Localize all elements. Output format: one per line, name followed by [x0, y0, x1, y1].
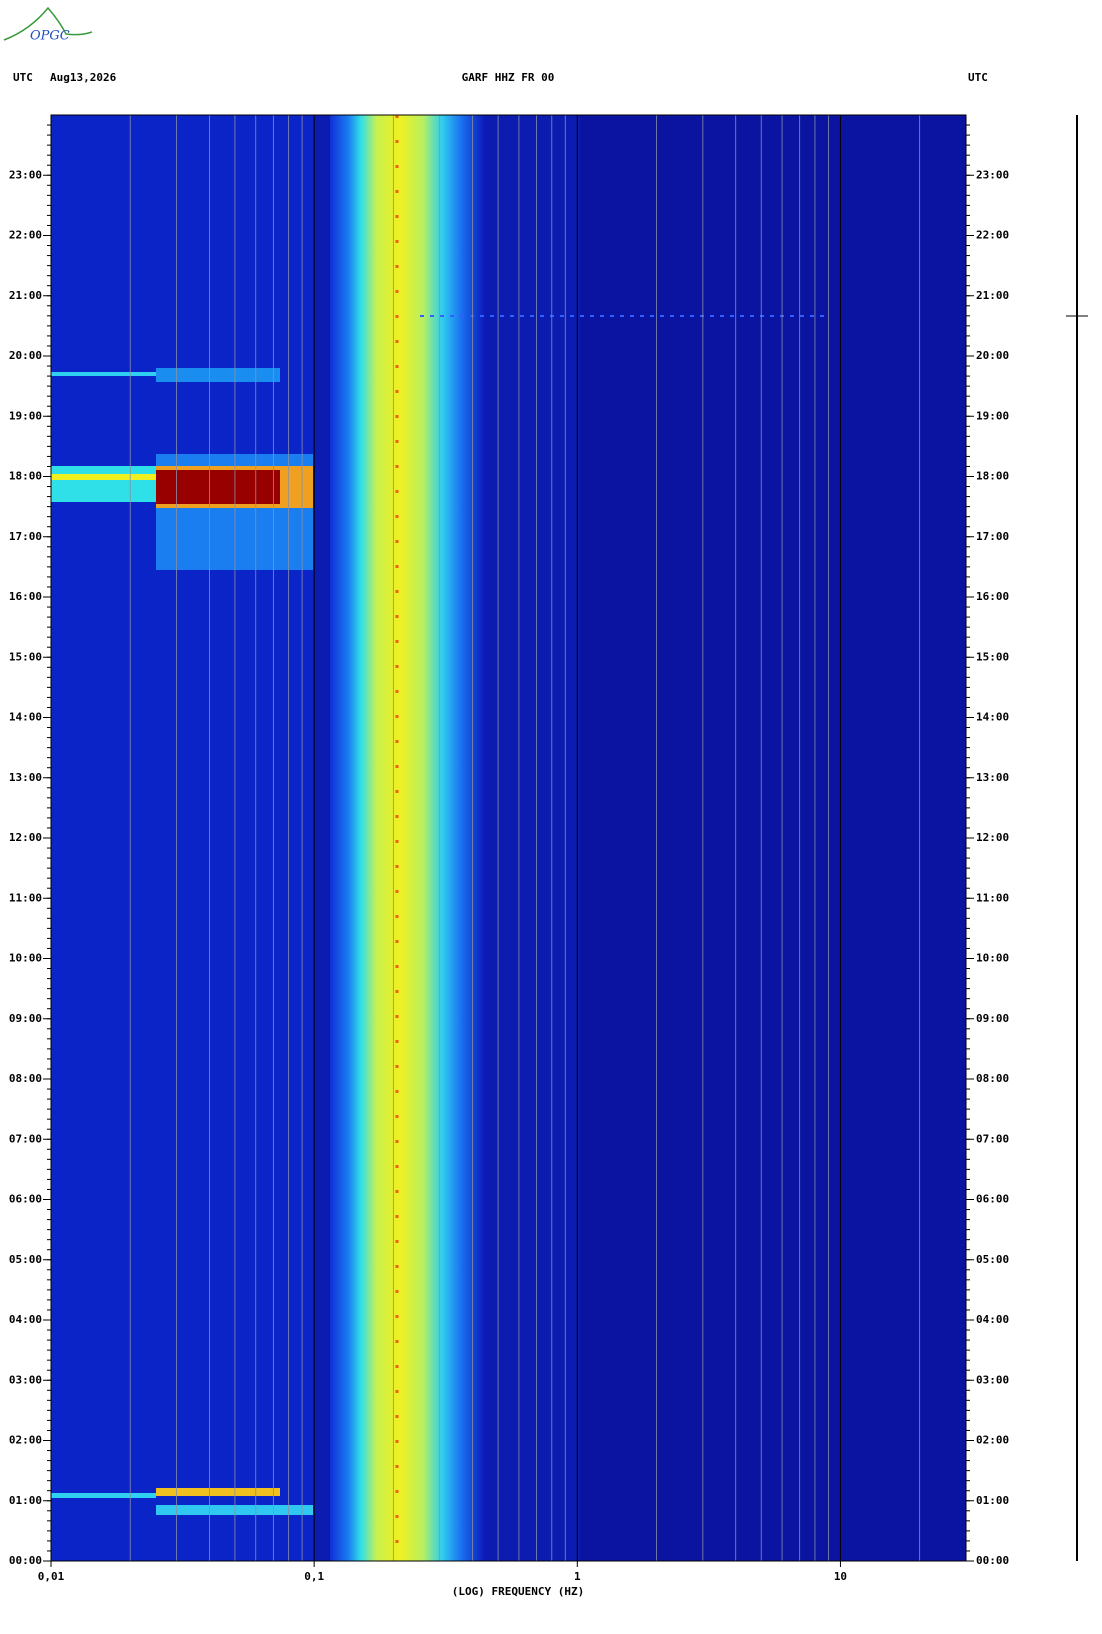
y-tick-label: 15:00 [976, 650, 1009, 663]
y-tick-label: 10:00 [9, 952, 42, 965]
y-tick-label: 07:00 [9, 1132, 42, 1145]
x-axis-label: (LOG) FREQUENCY (HZ) [452, 1585, 584, 1598]
x-tick-label: 1 [574, 1570, 581, 1583]
header-station: GARF HHZ FR 00 [462, 71, 555, 84]
y-tick-label: 12:00 [9, 831, 42, 844]
y-tick-label: 12:00 [976, 831, 1009, 844]
y-tick-label: 11:00 [976, 891, 1009, 904]
y-tick-label: 07:00 [976, 1132, 1009, 1145]
y-tick-label: 18:00 [9, 470, 42, 483]
y-tick-label: 09:00 [976, 1012, 1009, 1025]
y-tick-label: 17:00 [9, 530, 42, 543]
y-tick-label: 20:00 [9, 349, 42, 362]
logo: OPGC [3, 6, 93, 44]
y-tick-label: 19:00 [976, 409, 1009, 422]
y-tick-label: 00:00 [9, 1554, 42, 1567]
header-zone: UTC [13, 71, 33, 84]
y-tick-label: 00:00 [976, 1554, 1009, 1567]
y-tick-label: 14:00 [976, 711, 1009, 724]
y-tick-label: 04:00 [9, 1313, 42, 1326]
y-tick-label: 15:00 [9, 650, 42, 663]
y-tick-label: 02:00 [976, 1434, 1009, 1447]
x-tick-label: 0,01 [38, 1570, 65, 1583]
y-tick-label: 22:00 [9, 229, 42, 242]
y-tick-label: 16:00 [976, 590, 1009, 603]
y-tick-label: 17:00 [976, 530, 1009, 543]
y-tick-label: 09:00 [9, 1012, 42, 1025]
y-tick-label: 08:00 [9, 1072, 42, 1085]
y-tick-label: 05:00 [976, 1253, 1009, 1266]
y-tick-label: 21:00 [9, 289, 42, 302]
y-tick-label: 05:00 [9, 1253, 42, 1266]
seismic-trace [1066, 115, 1088, 1561]
y-tick-label: 13:00 [9, 771, 42, 784]
y-tick-label: 10:00 [976, 952, 1009, 965]
y-tick-label: 14:00 [9, 711, 42, 724]
y-tick-label: 06:00 [9, 1193, 42, 1206]
axes: 0,01 0,1 1 10 00:00 00:00 01:00 01:00 02:00 02:00… [9, 115, 1009, 1583]
y-tick-label: 23:00 [976, 168, 1009, 181]
plot-frame [50, 114, 967, 1562]
y-tick-label: 04:00 [976, 1313, 1009, 1326]
y-tick-label: 02:00 [9, 1434, 42, 1447]
y-tick-label: 01:00 [976, 1494, 1009, 1507]
y-tick-label: 03:00 [976, 1373, 1009, 1386]
y-tick-label: 18:00 [976, 470, 1009, 483]
y-tick-label: 11:00 [9, 891, 42, 904]
y-tick-label: 22:00 [976, 229, 1009, 242]
header-zone: UTC [968, 71, 988, 84]
y-tick-label: 20:00 [976, 349, 1009, 362]
y-tick-label: 13:00 [976, 771, 1009, 784]
header-date: Aug13,2026 [50, 71, 117, 84]
y-tick-label: 08:00 [976, 1072, 1009, 1085]
y-tick-label: 21:00 [976, 289, 1009, 302]
y-tick-label: 03:00 [9, 1373, 42, 1386]
x-tick-label: 0,1 [304, 1570, 324, 1583]
y-tick-label: 23:00 [9, 168, 42, 181]
y-tick-label: 19:00 [9, 409, 42, 422]
x-tick-label: 10 [834, 1570, 847, 1583]
y-tick-label: 01:00 [9, 1494, 42, 1507]
y-tick-label: 06:00 [976, 1193, 1009, 1206]
y-tick-label: 16:00 [9, 590, 42, 603]
logo-text: OPGC [30, 29, 70, 44]
spectrogram [51, 115, 966, 1561]
